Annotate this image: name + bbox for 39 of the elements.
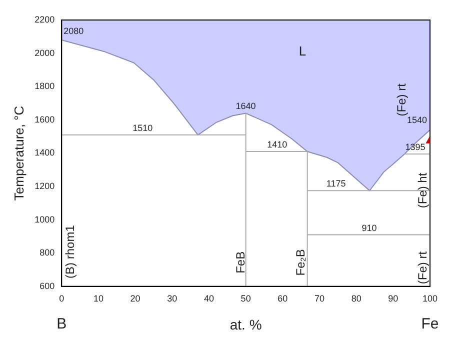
y-tick-label: 2000 bbox=[34, 48, 55, 58]
annotation: (Fe) rt bbox=[415, 250, 430, 284]
x-tick-label: 50 bbox=[240, 293, 251, 304]
y-tick-label: 1200 bbox=[34, 180, 55, 191]
x-tick-label: 60 bbox=[278, 293, 288, 304]
x-tick-label: 40 bbox=[204, 293, 214, 304]
annotation: 1410 bbox=[267, 140, 288, 150]
annotation: 1640 bbox=[236, 101, 256, 112]
text: B bbox=[56, 316, 67, 333]
annotation: (Fe) ht bbox=[415, 172, 430, 208]
x-tick-label: 70 bbox=[314, 293, 324, 304]
x-tick-label: 20 bbox=[130, 293, 140, 304]
annotation: Fe₂B bbox=[293, 249, 308, 276]
annotation: 1540 bbox=[406, 114, 427, 125]
y-tick-label: 1800 bbox=[34, 81, 55, 92]
y-tick-label: 1000 bbox=[34, 214, 55, 224]
y-tick-label: 1600 bbox=[34, 114, 55, 124]
annotation: 1175 bbox=[326, 178, 346, 189]
annotation: FeB bbox=[234, 251, 248, 274]
text: Fe bbox=[421, 316, 439, 333]
x-tick-label: 10 bbox=[93, 293, 104, 304]
annotation: 2080 bbox=[64, 26, 84, 36]
x-tick-label: 100 bbox=[422, 293, 438, 304]
x-tick-label: 80 bbox=[351, 293, 362, 304]
y-tick-label: 600 bbox=[40, 280, 55, 291]
x-tick-label: 90 bbox=[388, 293, 398, 304]
y-tick-label: 2200 bbox=[34, 14, 55, 24]
x-tick-label: 30 bbox=[167, 293, 178, 304]
x-tick-label: 0 bbox=[59, 293, 64, 304]
y-tick-label: 1400 bbox=[34, 148, 55, 158]
annotation: L bbox=[298, 44, 306, 59]
x-axis-title: at. % bbox=[230, 316, 262, 332]
annotation: (B) rhom1 bbox=[62, 224, 77, 278]
annotation: 910 bbox=[362, 222, 377, 233]
annotation: 1395 bbox=[405, 142, 426, 152]
annotation: 1510 bbox=[132, 122, 153, 133]
annotation: (Fe) rt bbox=[394, 82, 409, 116]
y-axis-title: Temperature, °C bbox=[11, 106, 26, 201]
y-tick-label: 800 bbox=[40, 248, 55, 258]
